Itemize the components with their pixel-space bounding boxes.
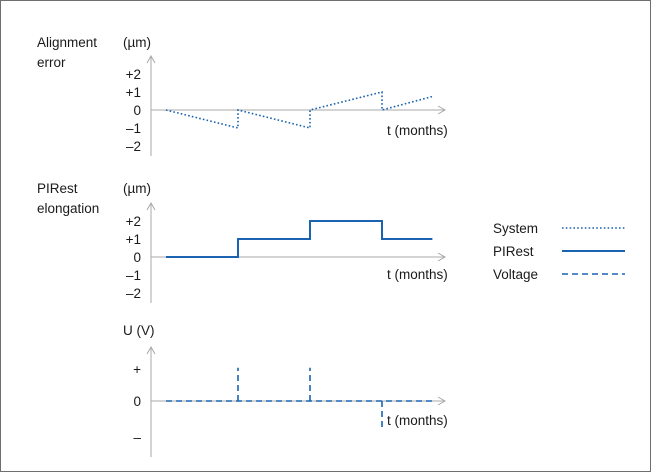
y-tick-label-2: +1 <box>126 232 141 247</box>
y-axis-label-2: PIRest <box>37 181 78 196</box>
y-axis-label-2: elongation <box>37 201 99 216</box>
x-axis-arrow-3 <box>437 396 447 406</box>
y-axis-unit-2: (µm) <box>123 181 151 196</box>
y-tick-label-1: +1 <box>126 85 141 100</box>
y-tick-label-2: 0 <box>133 250 141 265</box>
y-tick-label-3: + <box>133 362 141 377</box>
y-tick-label-1: 0 <box>133 103 141 118</box>
x-axis-label-2: t (months) <box>387 267 448 282</box>
legend-label: PIRest <box>493 244 534 259</box>
y-tick-label-2: –1 <box>126 268 141 283</box>
y-axis-unit-1: (µm) <box>123 35 151 50</box>
y-axis-arrow-1 <box>146 54 156 64</box>
y-tick-label-1: –1 <box>126 121 141 136</box>
legend-label: Voltage <box>493 267 538 282</box>
y-axis-arrow-2 <box>146 201 156 211</box>
y-axis-label-1: Alignment <box>37 35 97 50</box>
y-tick-label-2: +2 <box>126 214 141 229</box>
y-tick-label-2: –2 <box>126 286 141 301</box>
series-system-line <box>165 90 433 130</box>
y-tick-label-3: 0 <box>133 394 141 409</box>
y-tick-label-1: –2 <box>126 139 141 154</box>
y-axis-label-3: U (V) <box>123 323 155 338</box>
x-axis-label-3: t (months) <box>387 413 448 428</box>
y-axis-label-1: error <box>37 55 66 70</box>
y-axis-arrow-3 <box>146 345 156 355</box>
y-tick-label-3: – <box>133 430 141 445</box>
panel-3 <box>146 345 447 457</box>
x-axis-arrow-1 <box>437 105 447 115</box>
panel-2 <box>146 201 447 303</box>
y-tick-label-1: +2 <box>126 67 141 82</box>
panel-1 <box>146 54 447 156</box>
legend-label: System <box>493 221 538 236</box>
x-axis-arrow-2 <box>437 252 447 262</box>
x-axis-label-1: t (months) <box>387 123 448 138</box>
series-pirest-line <box>166 220 433 258</box>
